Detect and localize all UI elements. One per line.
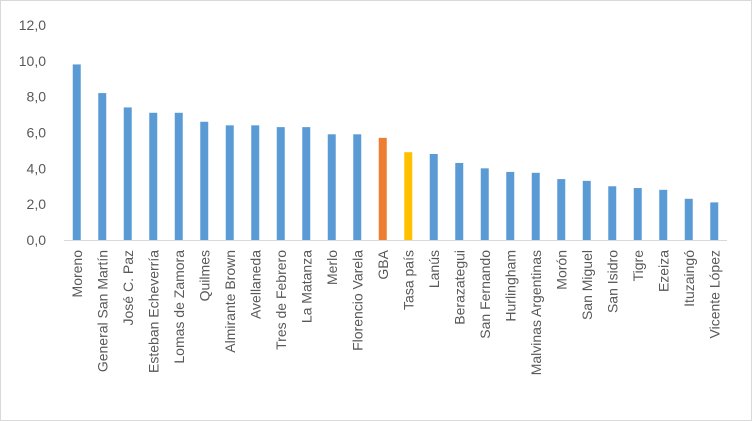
bar <box>98 93 107 240</box>
bar <box>276 127 285 240</box>
y-tick-label: 2,0 <box>27 196 47 212</box>
bar <box>251 125 260 240</box>
y-tick-label: 12,0 <box>19 17 46 33</box>
bar <box>174 112 183 240</box>
bar <box>506 171 515 240</box>
x-tick-label: José C. Paz <box>120 250 136 325</box>
bar <box>353 134 362 240</box>
x-tick-label: Lanús <box>426 250 442 288</box>
bar <box>531 172 540 240</box>
bar <box>710 202 719 240</box>
x-tick-label: La Matanza <box>298 250 314 323</box>
bar <box>480 168 489 240</box>
x-tick-label: Tigre <box>630 250 646 282</box>
bar <box>225 125 234 240</box>
x-tick-label: Morón <box>553 250 569 290</box>
x-tick-label: Almirante Brown <box>222 250 238 353</box>
x-tick-label: Tasa país <box>400 250 416 310</box>
bar <box>404 152 413 240</box>
bar <box>608 186 617 240</box>
bar <box>149 112 158 240</box>
x-tick-label: Merlo <box>324 250 340 285</box>
bar <box>659 189 668 240</box>
y-tick-label: 8,0 <box>27 89 47 105</box>
bar <box>327 134 336 240</box>
x-tick-label: Berazategui <box>451 250 467 325</box>
bar <box>123 107 132 241</box>
y-tick-label: 4,0 <box>27 160 47 176</box>
x-axis-labels: Moreno General San Martín José C. Paz Esteb… <box>69 249 723 375</box>
x-tick-label: Quilmes <box>196 250 212 301</box>
bar <box>455 162 464 240</box>
x-tick-label: San Isidro <box>604 250 620 313</box>
y-tick-label: 10,0 <box>19 53 46 69</box>
bar <box>200 121 209 240</box>
bar <box>633 188 642 240</box>
bar <box>429 154 438 240</box>
bar <box>582 180 591 240</box>
x-tick-label: Hurlingham <box>502 250 518 322</box>
x-tick-label: GBA <box>375 249 391 279</box>
x-tick-label: San Fernando <box>477 250 493 339</box>
x-tick-label: Vicente López <box>706 250 722 338</box>
bar <box>557 179 566 240</box>
x-tick-label: General San Martín <box>94 250 110 372</box>
x-tick-label: Avellaneda <box>247 250 263 319</box>
x-tick-label: Lomas de Zamora <box>171 250 187 364</box>
bar <box>378 137 387 240</box>
x-tick-label: Ituzaingó <box>681 250 697 307</box>
y-tick-label: 0,0 <box>27 232 47 248</box>
x-tick-label: San Miguel <box>579 250 595 320</box>
y-axis-labels: 0,0 2,0 4,0 6,0 8,0 10,0 12,0 <box>19 17 46 248</box>
y-tick-label: 6,0 <box>27 125 47 141</box>
bars <box>72 64 719 241</box>
x-tick-label: Florencio Varela <box>349 250 365 351</box>
x-tick-label: Ezeiza <box>655 250 671 292</box>
x-tick-label: Malvinas Argentinas <box>528 250 544 375</box>
bar <box>684 198 693 240</box>
x-tick-label: Moreno <box>69 250 85 298</box>
bar <box>302 127 311 240</box>
x-tick-label: Tres de Febrero <box>273 250 289 350</box>
bar <box>72 64 81 241</box>
x-tick-label: Esteban Echeverría <box>145 250 161 373</box>
